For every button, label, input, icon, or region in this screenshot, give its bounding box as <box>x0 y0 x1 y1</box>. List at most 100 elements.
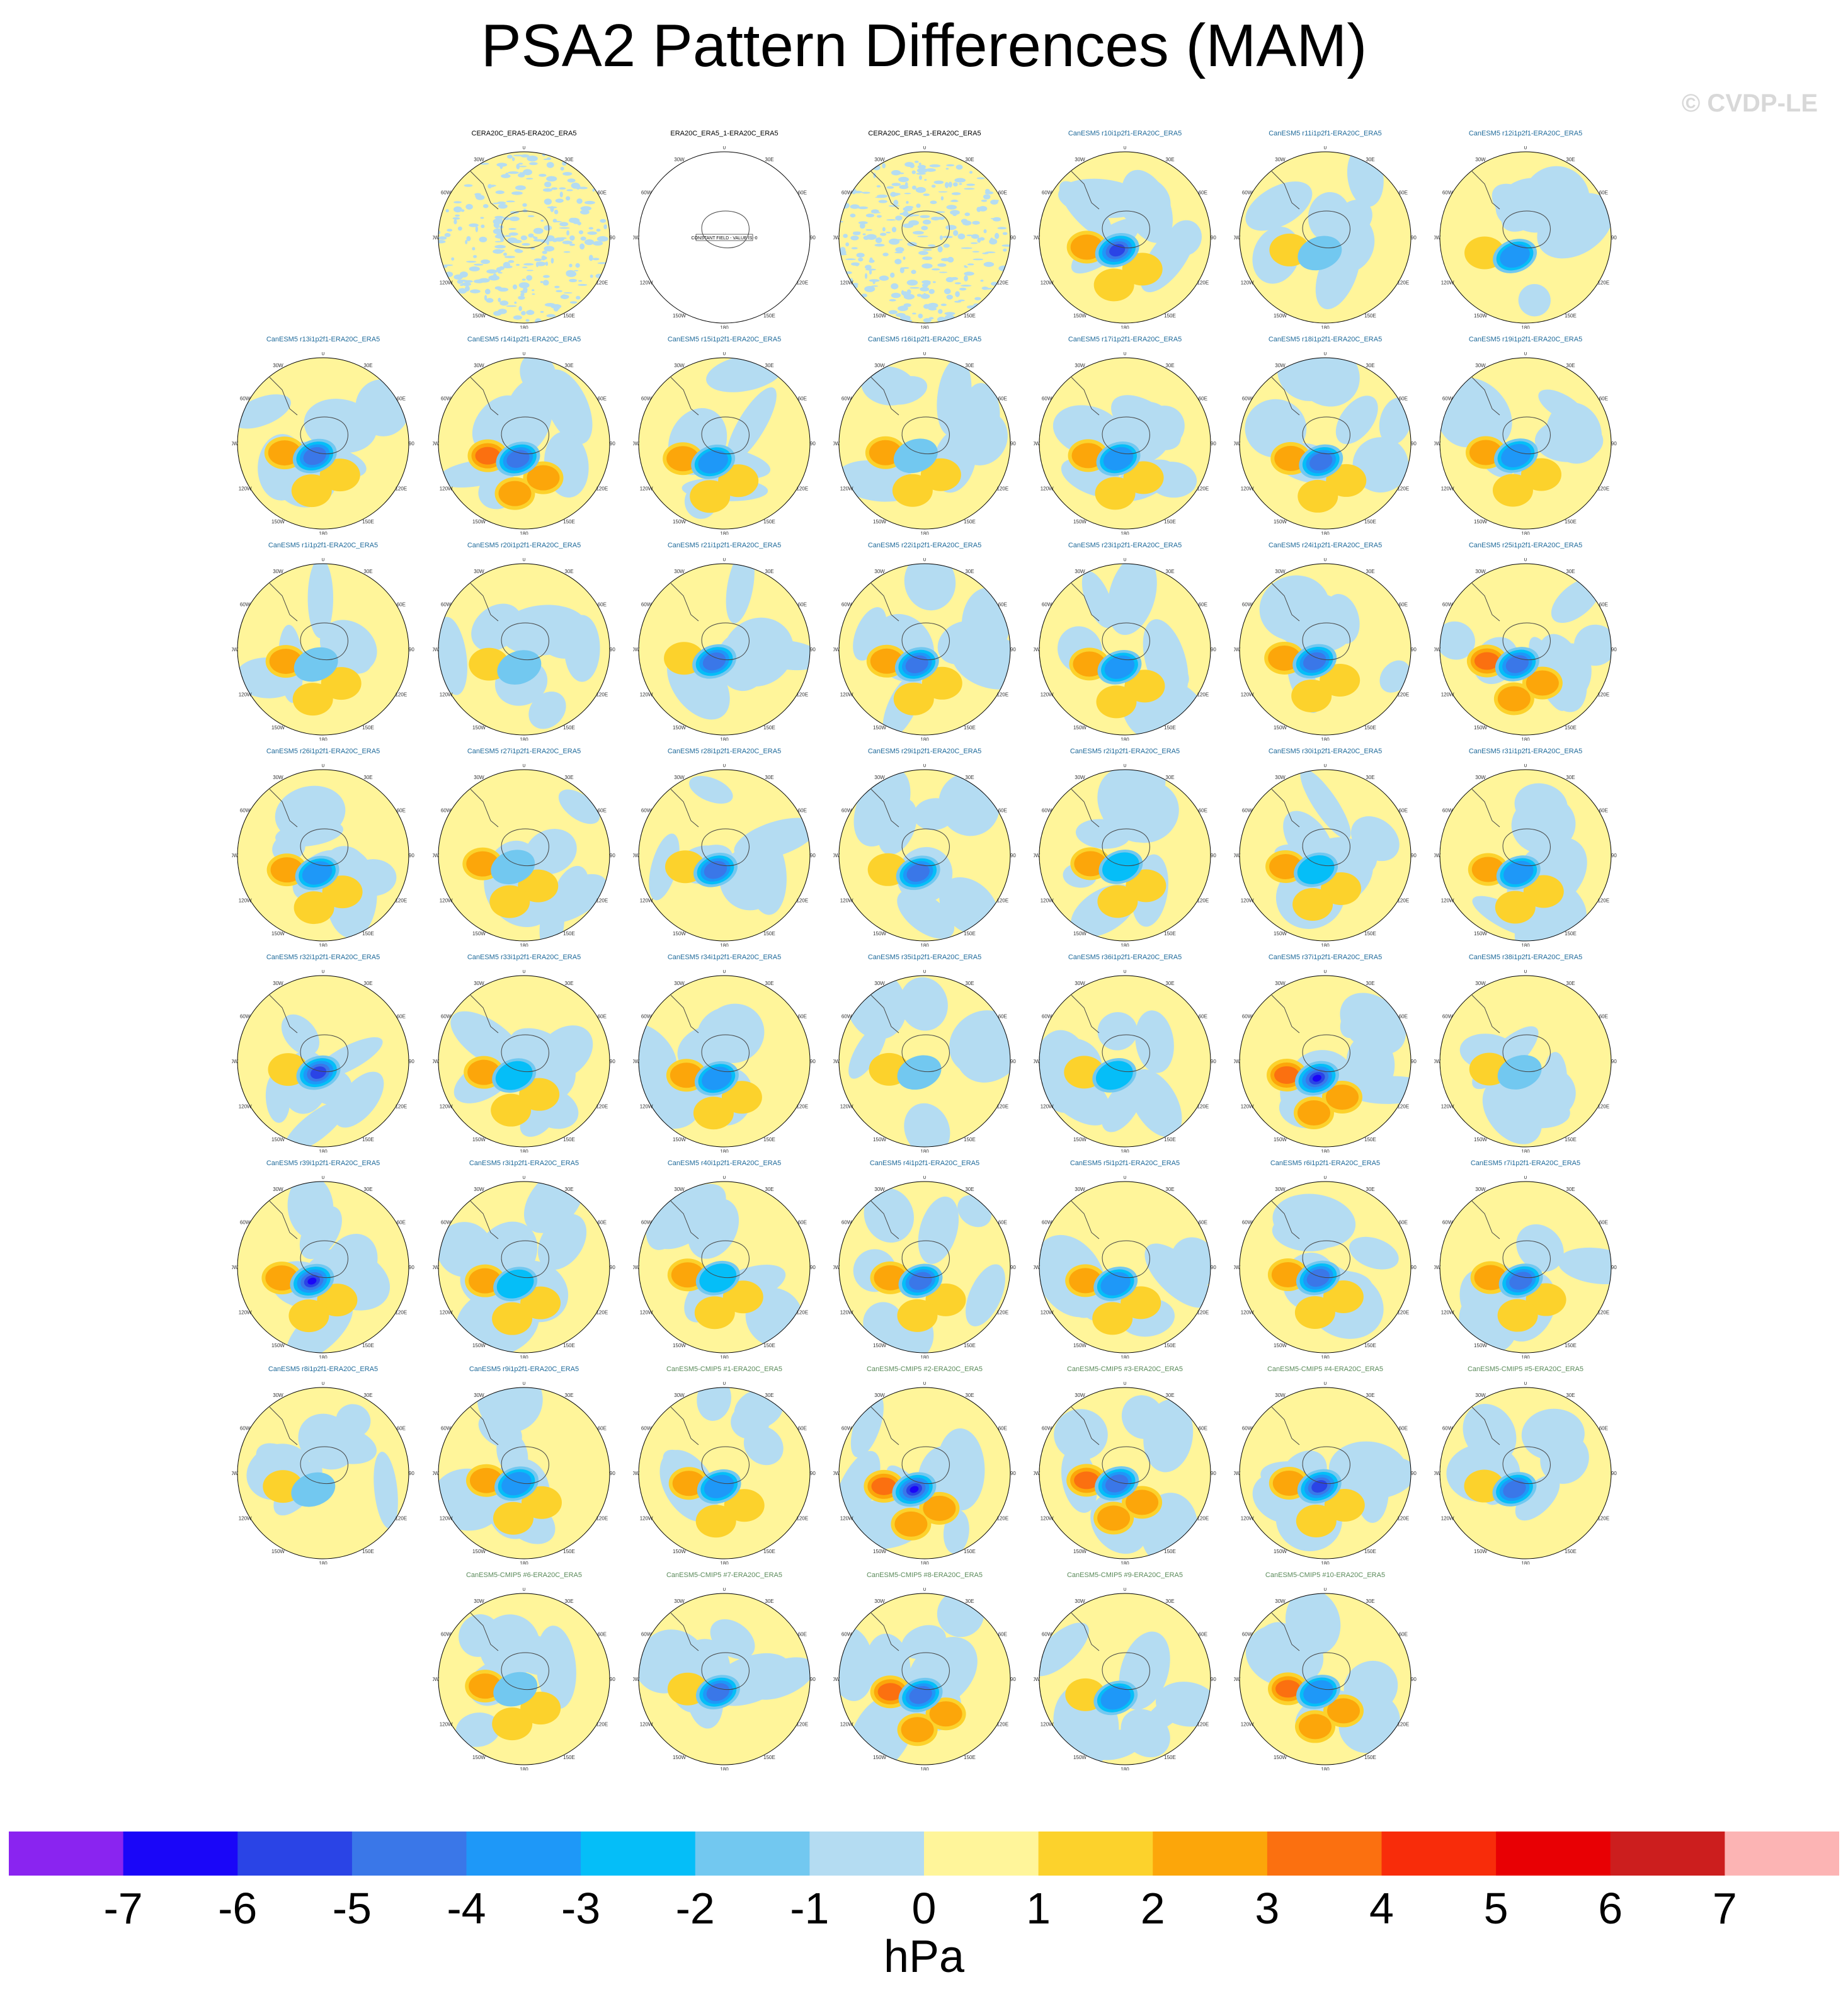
panel-title: CanESM5 r29i1p2f1-ERA20C_ERA5 <box>867 748 982 755</box>
coastline <box>870 1200 899 1239</box>
contour-region <box>649 833 680 901</box>
contour-region <box>588 254 593 261</box>
map-border <box>1039 1387 1211 1559</box>
polar-map: 030E60E90E120E150E180150W120W90W60W30W <box>633 764 816 947</box>
contour-region <box>923 249 932 251</box>
contour-region <box>580 236 586 241</box>
contour-region <box>588 227 594 230</box>
longitude-label: 90W <box>1434 1059 1441 1064</box>
contour-region <box>550 258 554 264</box>
longitude-label: 150E <box>1364 313 1376 319</box>
longitude-label: 60E <box>998 1220 1007 1226</box>
longitude-label: 150E <box>362 931 374 937</box>
longitude-label: 60W <box>641 1426 652 1432</box>
map-border <box>1239 769 1412 942</box>
contour-region <box>972 251 980 253</box>
contour-region <box>945 225 957 231</box>
contour-region <box>551 187 558 190</box>
longitude-label: 180 <box>1521 1149 1530 1153</box>
panel-title: CanESM5-CMIP5 #4-ERA20C_ERA5 <box>1267 1365 1384 1373</box>
longitude-label: 0 <box>1524 1176 1527 1180</box>
longitude-label: 150W <box>472 725 486 731</box>
map-border <box>638 1181 811 1353</box>
contour-region <box>560 166 564 171</box>
contour-region <box>1492 474 1533 507</box>
map-panel: CanESM5 r13i1p2f1-ERA20C_ERA5030E60E90E1… <box>225 336 421 535</box>
longitude-label: 30W <box>874 1393 885 1398</box>
panel-title: CanESM5 r2i1p2f1-ERA20C_ERA5 <box>1069 748 1180 755</box>
longitude-label: 90W <box>633 647 640 652</box>
contour-region <box>940 258 951 261</box>
longitude-label: 120E <box>1197 1722 1209 1728</box>
longitude-label: 90E <box>1010 441 1016 447</box>
longitude-label: 90W <box>833 235 840 241</box>
longitude-label: 90E <box>1010 1677 1016 1682</box>
contour-region <box>584 200 595 205</box>
contour-region <box>526 178 533 179</box>
contour-region <box>721 1081 762 1114</box>
longitude-label: 60E <box>998 1014 1007 1020</box>
longitude-label: 120W <box>440 1722 453 1728</box>
longitude-label: 150W <box>271 1343 285 1348</box>
map-border <box>1439 357 1612 530</box>
longitude-label: 150E <box>1364 1755 1376 1760</box>
contour-region <box>1573 624 1611 666</box>
contour-region <box>569 301 578 304</box>
longitude-label: 180 <box>920 325 929 329</box>
longitude-label: 150E <box>1164 313 1176 319</box>
contour-region <box>559 191 563 198</box>
contour-region <box>319 459 360 492</box>
panel-grid: CERA20C_ERA5-ERA20C_ERA5030E60E90E120E15… <box>225 130 1617 1770</box>
contour-region <box>470 289 481 293</box>
contour-region <box>603 224 607 229</box>
contour-region <box>1514 783 1568 828</box>
contour-region <box>937 358 972 436</box>
longitude-label: 60E <box>1199 396 1207 402</box>
longitude-label: 150E <box>964 313 976 319</box>
longitude-label: 30E <box>1165 1187 1174 1192</box>
map-border <box>237 1387 409 1559</box>
polar-map: 030E60E90E120E150E180150W120W90W60W30W <box>1234 764 1417 947</box>
contour-region <box>891 292 901 299</box>
contour-region <box>1100 1686 1131 1710</box>
longitude-label: 150W <box>673 1137 686 1142</box>
contour-region <box>526 275 533 281</box>
contour-region <box>307 564 334 639</box>
polar-map: 030E60E90E120E150E180150W120W90W60W30W <box>1034 764 1216 947</box>
panel-title: CERA20C_ERA5-ERA20C_ERA5 <box>471 130 577 137</box>
longitude-label: 90W <box>433 441 440 447</box>
contour-region <box>501 1472 532 1496</box>
map-panel: CanESM5 r37i1p2f1-ERA20C_ERA5030E60E90E1… <box>1228 954 1423 1153</box>
contour-region <box>694 1296 735 1330</box>
contour-region <box>894 258 902 265</box>
longitude-label: 150E <box>1565 519 1577 525</box>
map-border <box>1039 1593 1211 1765</box>
longitude-label: 120W <box>840 898 853 904</box>
contour-region <box>520 292 525 297</box>
contour-region <box>702 1066 732 1090</box>
coastline <box>701 210 750 248</box>
contour-region <box>918 313 923 319</box>
contour-region <box>858 257 864 262</box>
longitude-label: 30W <box>1275 1187 1286 1192</box>
contour-region <box>864 265 872 270</box>
coastline <box>501 1652 549 1690</box>
colorbar-tick: -4 <box>447 1884 486 1933</box>
contour-region <box>498 297 501 302</box>
contour-region <box>506 305 517 307</box>
longitude-label: 120W <box>640 486 653 492</box>
longitude-label: 180 <box>1321 943 1330 947</box>
contour-region <box>438 617 467 695</box>
longitude-label: 90W <box>633 1471 640 1476</box>
contour-region <box>578 186 588 190</box>
contour-region <box>876 215 882 218</box>
contour-region <box>1285 1593 1341 1655</box>
panel-title: CanESM5-CMIP5 #1-ERA20C_ERA5 <box>666 1365 783 1373</box>
contour-region <box>587 231 597 235</box>
contour-region <box>1497 1299 1538 1332</box>
contour-region <box>1474 652 1500 670</box>
contour-region <box>954 178 966 183</box>
contour-region <box>869 279 880 282</box>
contour-region <box>578 280 583 282</box>
longitude-label: 150W <box>271 519 285 525</box>
